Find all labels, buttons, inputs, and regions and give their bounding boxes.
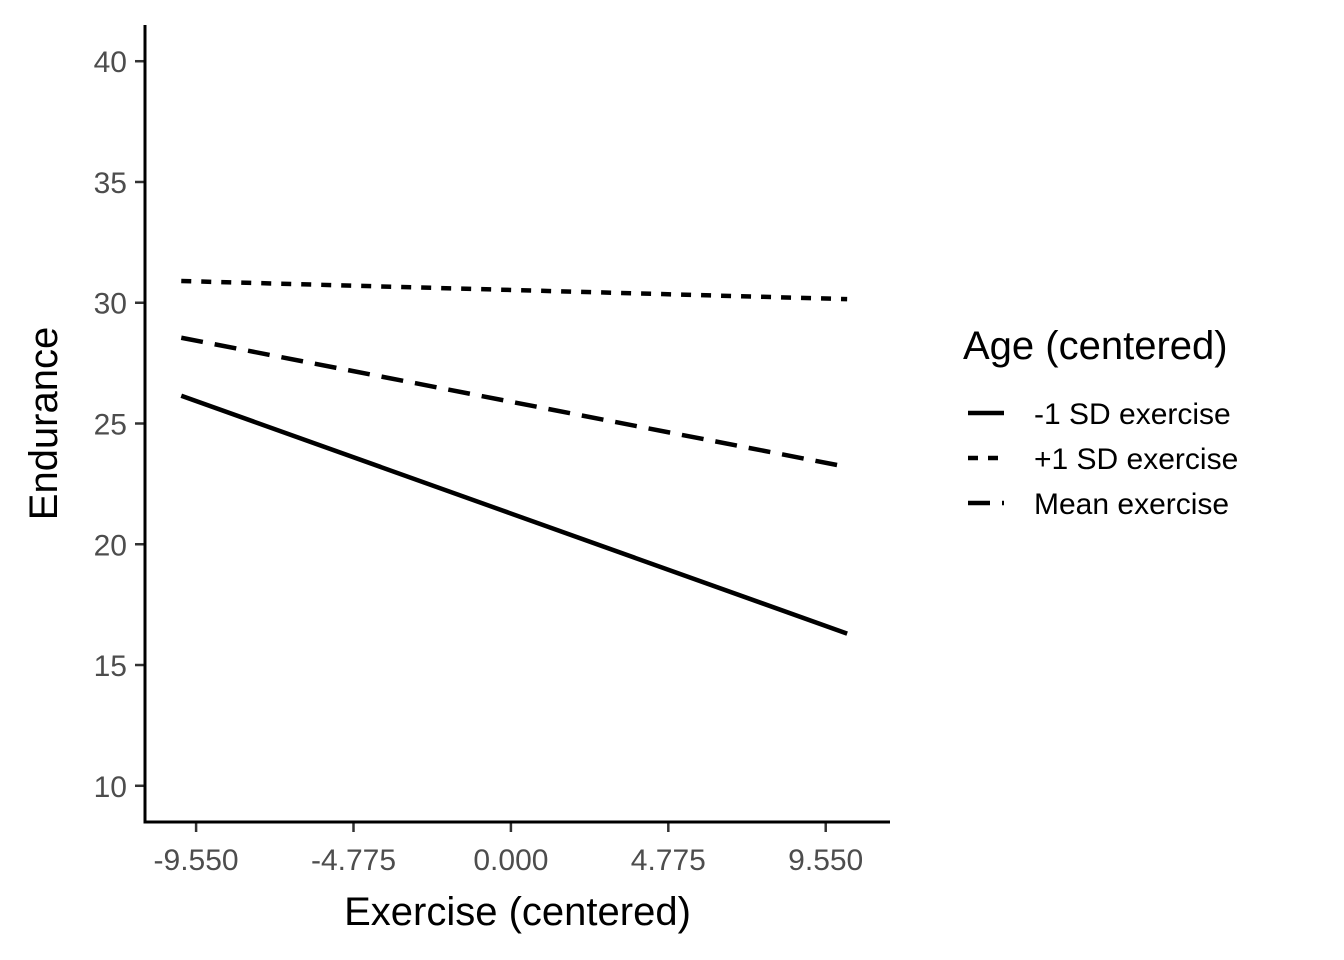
series-line-1	[180, 393, 848, 636]
legend: Age (centered) -1 SD exercise +1 SD exerc…	[963, 324, 1238, 521]
series-line-2	[181, 278, 848, 302]
y-tick-label: 15	[94, 650, 127, 683]
x-tick-label: -9.550	[154, 844, 239, 877]
legend-items: -1 SD exercise +1 SD exercise Mean exercis…	[968, 398, 1238, 521]
y-tick-label: 35	[94, 167, 127, 200]
legend-label-2: +1 SD exercise	[1034, 443, 1238, 476]
y-tick-label: 25	[94, 409, 127, 442]
legend-label-1: -1 SD exercise	[1034, 398, 1231, 431]
legend-label-3: Mean exercise	[1034, 488, 1229, 521]
y-tick-label: 30	[94, 288, 127, 321]
x-tick-label: -4.775	[311, 844, 396, 877]
legend-title: Age (centered)	[963, 324, 1228, 368]
y-axis-ticks: 10 15 20 25 30 35 40	[94, 46, 145, 804]
series-line-3	[180, 335, 848, 470]
series-lines	[180, 278, 848, 636]
x-axis-title: Exercise (centered)	[344, 890, 691, 934]
x-tick-label: 0.000	[473, 844, 548, 877]
x-axis-ticks: -9.550 -4.775 0.000 4.775 9.550	[154, 822, 863, 877]
x-tick-label: 9.550	[788, 844, 863, 877]
y-tick-label: 10	[94, 771, 127, 804]
y-axis-title: Endurance	[22, 327, 66, 520]
y-tick-label: 40	[94, 46, 127, 79]
x-tick-label: 4.775	[631, 844, 706, 877]
y-tick-label: 20	[94, 529, 127, 562]
